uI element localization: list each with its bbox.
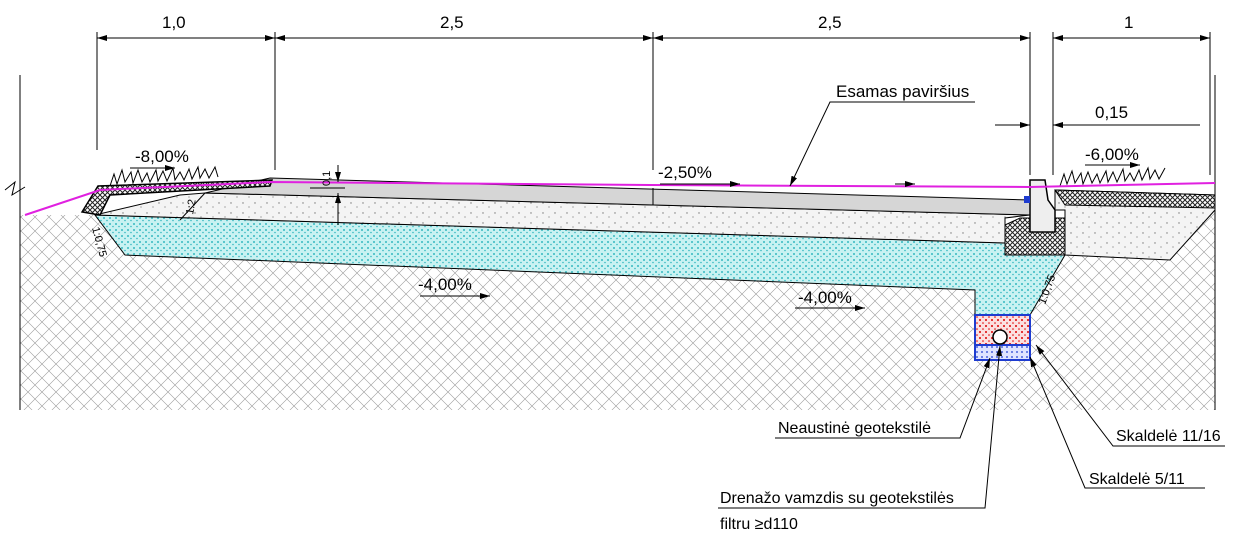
slope-arrows bbox=[130, 162, 1140, 311]
left-grass bbox=[109, 165, 219, 187]
slope: -4,00% bbox=[418, 275, 472, 294]
right-shoulder-top bbox=[1054, 189, 1216, 209]
dimension: 1 bbox=[1124, 13, 1133, 32]
right-grass bbox=[1059, 166, 1166, 187]
dimension: 0,15 bbox=[1095, 103, 1128, 122]
callout: Skaldelė 11/16 bbox=[1116, 428, 1221, 445]
slope: -6,00% bbox=[1085, 145, 1139, 164]
gravel-5-11 bbox=[974, 344, 1031, 361]
leaders bbox=[718, 101, 1225, 509]
slope: -8,00% bbox=[135, 147, 189, 166]
slope: -4,00% bbox=[798, 288, 852, 307]
embankment-slope: 1:2 bbox=[184, 198, 198, 215]
dimension: 2,5 bbox=[440, 13, 464, 32]
callout: filtru ≥d110 bbox=[720, 516, 798, 533]
callout: Skaldelė 5/11 bbox=[1089, 471, 1185, 488]
slope-line bbox=[179, 192, 206, 221]
dimension: 1,0 bbox=[162, 13, 186, 32]
callout: Neaustinė geotekstilė bbox=[778, 420, 931, 437]
slope: -2,50% bbox=[658, 163, 712, 182]
callout: Esamas paviršius bbox=[836, 82, 969, 101]
drain-pipe bbox=[992, 329, 1008, 345]
thickness: 0,1 bbox=[321, 171, 333, 186]
dimensions bbox=[96, 32, 1211, 225]
callout: Drenažo vamzdis su geotekstilės bbox=[720, 490, 954, 507]
dimension: 2,5 bbox=[818, 13, 842, 32]
existing-surface bbox=[24, 180, 1216, 216]
ground bbox=[4, 75, 1216, 410]
